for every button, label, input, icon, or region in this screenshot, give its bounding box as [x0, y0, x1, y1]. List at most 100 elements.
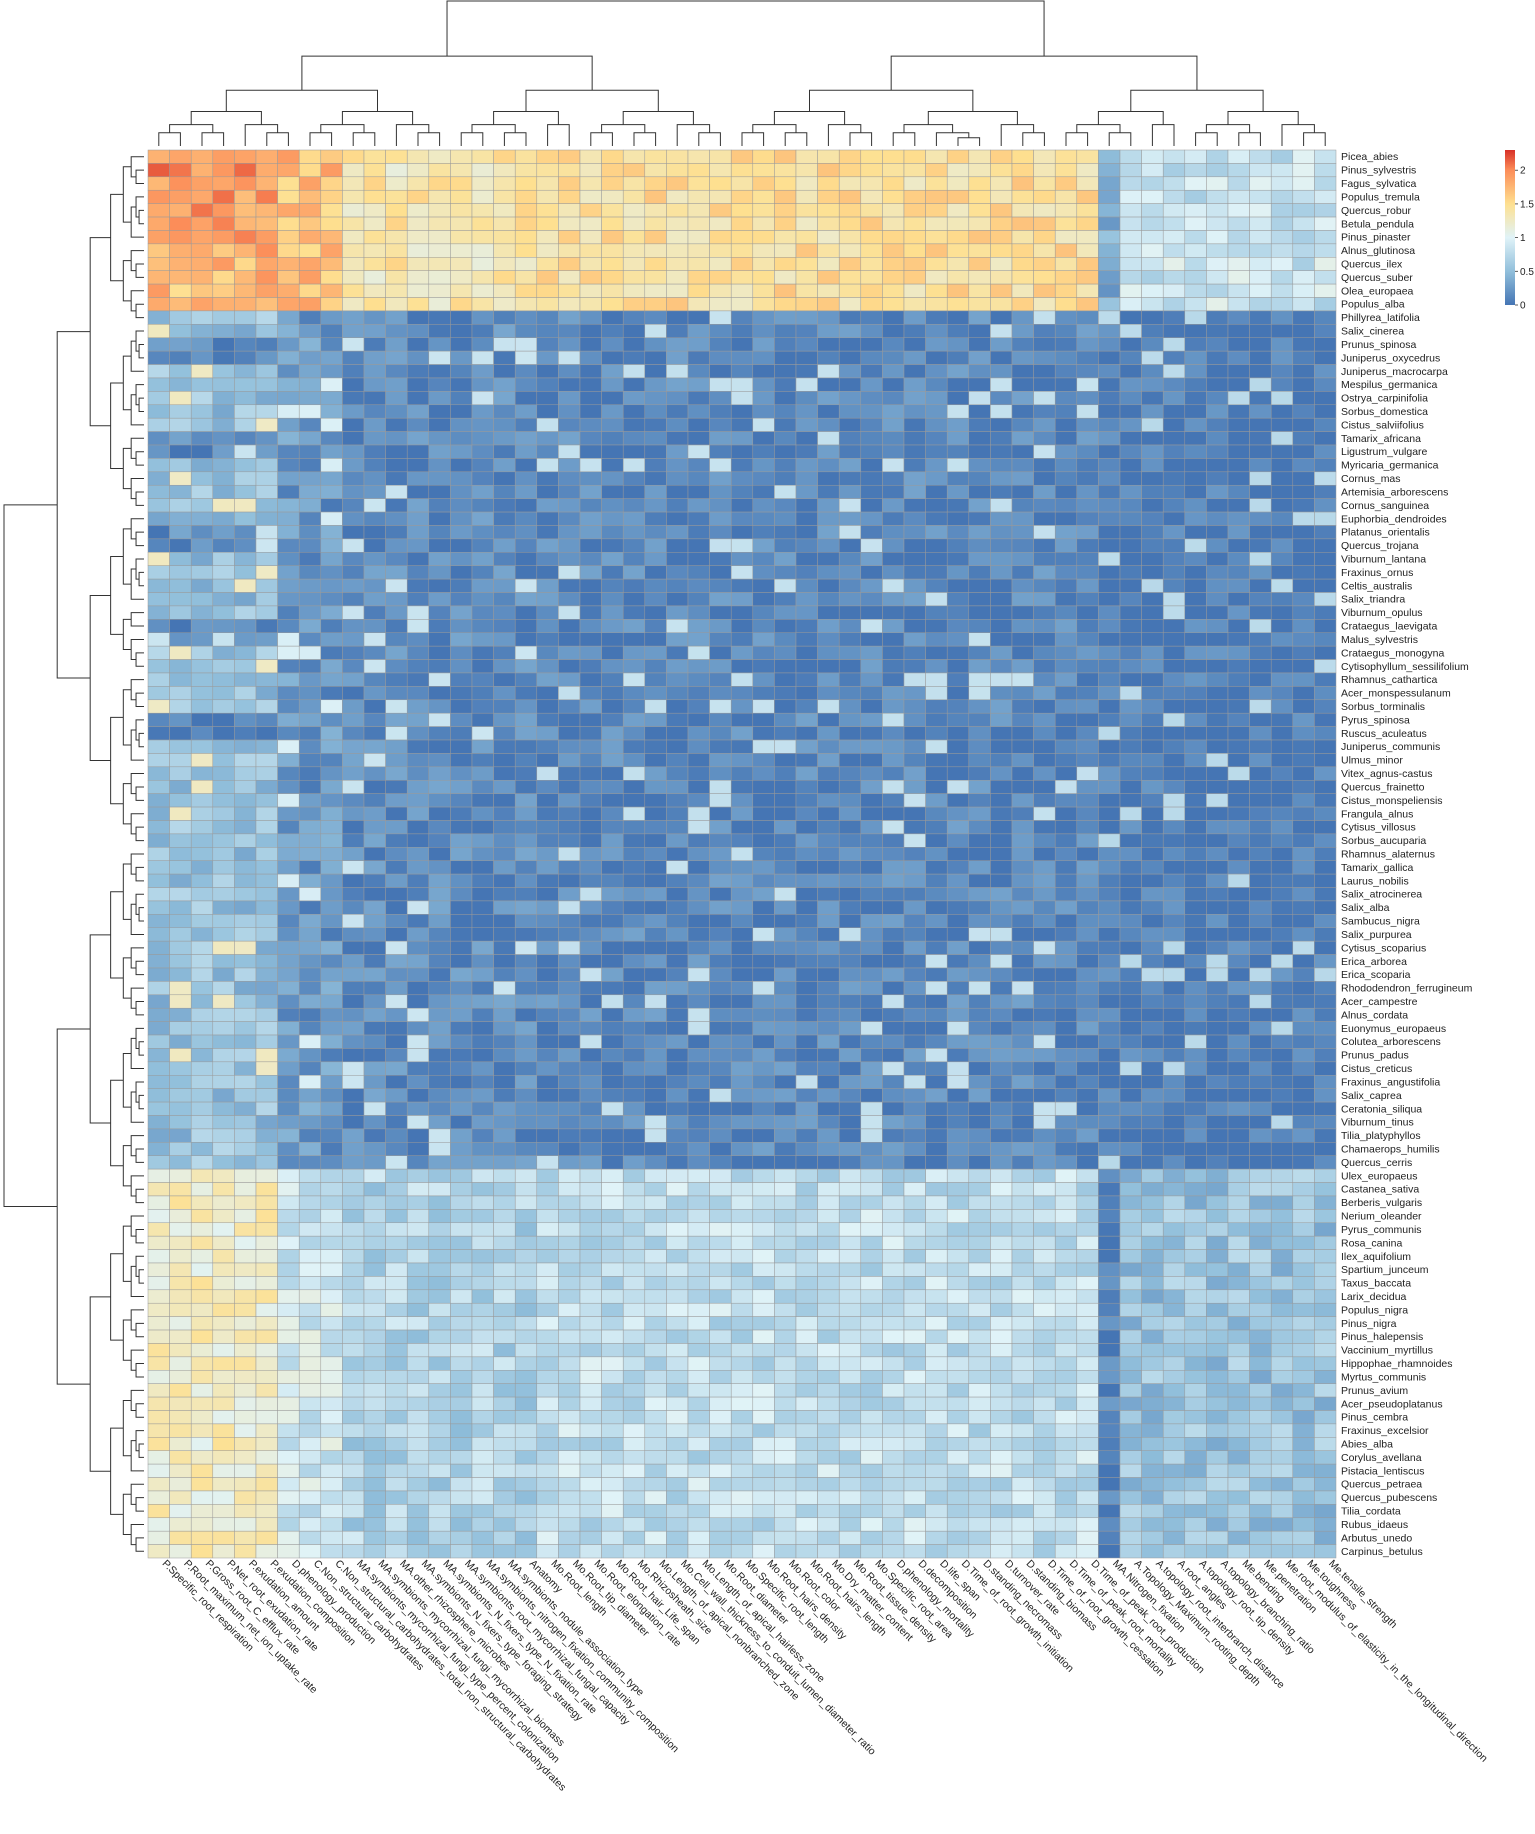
heatmap-cell — [903, 954, 926, 969]
heatmap-cell — [817, 458, 840, 473]
heatmap-cell — [212, 940, 235, 955]
heatmap-cell — [1206, 833, 1229, 848]
heatmap-cell — [1054, 525, 1078, 540]
heatmap-cell — [147, 1316, 170, 1331]
heatmap-cell — [493, 686, 516, 701]
heatmap-cell — [666, 377, 689, 392]
heatmap-cell — [1184, 163, 1207, 178]
heatmap-cell — [342, 431, 365, 446]
heatmap-cell — [450, 216, 473, 231]
heatmap-cell — [1184, 1048, 1207, 1063]
heatmap-cell — [514, 149, 538, 164]
heatmap-cell — [255, 458, 278, 473]
heatmap-cell — [406, 712, 430, 727]
heatmap-cell — [1227, 203, 1250, 218]
heatmap-cell — [774, 538, 797, 553]
heatmap-cell — [385, 659, 408, 674]
heatmap-cell — [925, 780, 948, 794]
heatmap-cell — [493, 900, 516, 915]
heatmap-cell — [428, 1007, 451, 1022]
heatmap-cell — [277, 981, 300, 996]
heatmap-cell — [1011, 377, 1034, 392]
heatmap-cell — [428, 578, 451, 593]
heatmap-cell — [1314, 793, 1337, 808]
heatmap-cell — [601, 994, 624, 1009]
heatmap-cell — [147, 337, 170, 352]
heatmap-cell — [277, 230, 300, 245]
heatmap-cell — [450, 712, 473, 727]
heatmap-cell — [1292, 1249, 1315, 1264]
heatmap-cell — [730, 203, 754, 218]
heatmap-cell — [601, 149, 624, 164]
heatmap-cell — [212, 619, 235, 633]
heatmap-cell — [493, 1061, 516, 1076]
heatmap-cell — [1270, 927, 1294, 942]
heatmap-cell — [342, 1021, 365, 1036]
heatmap-cell — [601, 310, 624, 325]
heatmap-cell — [925, 1088, 948, 1103]
heatmap-cell — [882, 605, 905, 620]
heatmap-cell — [450, 257, 473, 271]
heatmap-cell — [298, 1276, 322, 1291]
heatmap-cell — [255, 605, 278, 620]
heatmap-cell — [774, 887, 797, 902]
heatmap-cell — [1184, 712, 1207, 727]
heatmap-cell — [666, 163, 689, 178]
heatmap-cell — [493, 324, 516, 338]
heatmap-cell — [730, 806, 754, 821]
heatmap-cell — [730, 552, 754, 566]
heatmap-cell — [687, 216, 710, 231]
heatmap-cell — [1162, 900, 1186, 915]
heatmap-cell — [925, 1142, 948, 1156]
heatmap-cell — [536, 163, 559, 178]
heatmap-cell — [320, 753, 343, 768]
heatmap-cell — [320, 1195, 343, 1210]
heatmap-cell — [558, 1075, 581, 1089]
heatmap-cell — [1162, 1021, 1186, 1036]
heatmap-cell — [1162, 511, 1186, 526]
heatmap-cell — [622, 954, 646, 969]
heatmap-cell — [298, 780, 322, 794]
heatmap-cell — [342, 820, 365, 835]
heatmap-cell — [579, 605, 602, 620]
heatmap-cell — [234, 404, 257, 419]
heatmap-cell — [990, 659, 1013, 674]
heatmap-cell — [1011, 1316, 1034, 1331]
heatmap-cell — [774, 632, 797, 647]
heatmap-cell — [622, 914, 646, 929]
heatmap-cell — [579, 257, 602, 271]
heatmap-cell — [579, 873, 602, 888]
heatmap-cell — [147, 820, 170, 835]
heatmap-cell — [968, 257, 991, 271]
heatmap-cell — [1292, 954, 1315, 969]
heatmap-cell — [169, 592, 192, 607]
heatmap-cell — [255, 712, 278, 727]
heatmap-cell — [1270, 1115, 1294, 1130]
heatmap-cell — [558, 377, 581, 392]
heatmap-cell — [1206, 914, 1229, 929]
heatmap-cell — [363, 672, 386, 687]
heatmap-cell — [406, 967, 430, 982]
heatmap-cell — [968, 337, 991, 352]
heatmap-cell — [1119, 672, 1142, 687]
heatmap-cell — [730, 216, 754, 231]
heatmap-cell — [1033, 471, 1056, 486]
heatmap-cell — [1249, 149, 1272, 164]
heatmap-cell — [860, 1276, 883, 1291]
heatmap-cell — [838, 1235, 862, 1250]
heatmap-cell — [558, 1007, 581, 1022]
heatmap-cell — [363, 1316, 386, 1331]
heatmap-cell — [190, 887, 214, 902]
heatmap-cell — [212, 404, 235, 419]
heatmap-cell — [536, 887, 559, 902]
heatmap-cell — [666, 766, 689, 781]
heatmap-cell — [514, 1021, 538, 1036]
heatmap-cell — [666, 484, 689, 499]
heatmap-cell — [471, 672, 494, 687]
heatmap-cell — [428, 1249, 451, 1264]
heatmap-cell — [1227, 1155, 1250, 1170]
heatmap-cell — [666, 994, 689, 1009]
heatmap-cell — [882, 1168, 905, 1183]
heatmap-cell — [730, 1262, 754, 1277]
heatmap-cell — [471, 203, 494, 218]
